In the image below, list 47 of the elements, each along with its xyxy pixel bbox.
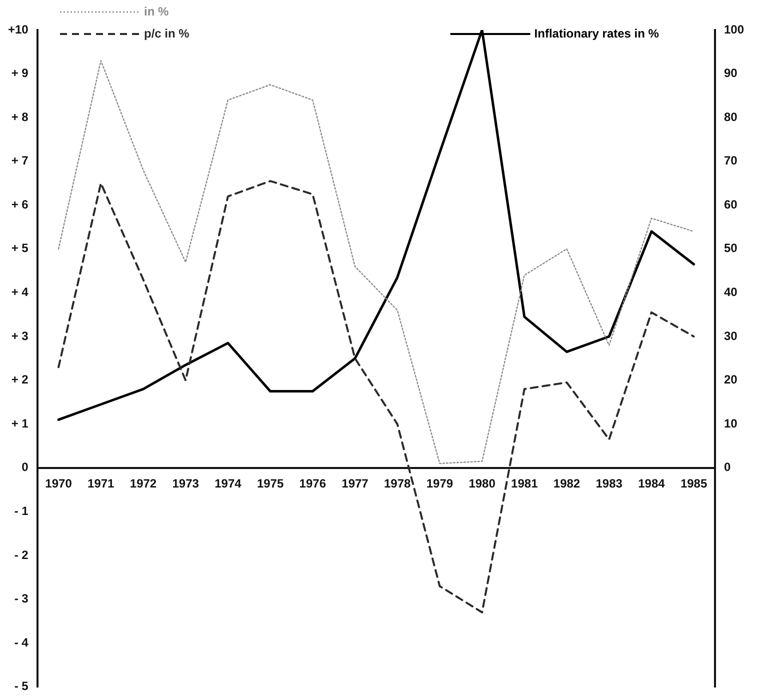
x-tick-label: 1970 bbox=[45, 476, 72, 490]
y-tick-label: + 8 bbox=[11, 110, 29, 124]
y2-tick-label: 50 bbox=[724, 241, 738, 256]
x-tick-label: 1981 bbox=[511, 476, 538, 490]
x-tick-label: 1982 bbox=[553, 476, 580, 490]
y-tick-label: - 1 bbox=[14, 504, 29, 518]
y-tick-label: + 4 bbox=[11, 285, 29, 300]
x-tick-label: 1984 bbox=[638, 476, 666, 490]
text: p/c in % bbox=[144, 26, 190, 40]
y-tick-label: - 4 bbox=[14, 635, 29, 650]
y2-tick-label: 40 bbox=[724, 285, 738, 300]
y2-tick-label: 10 bbox=[724, 416, 738, 430]
y-tick-label: + 1 bbox=[11, 416, 29, 430]
y2-tick-label: 30 bbox=[724, 328, 738, 343]
x-tick-label: 1985 bbox=[680, 476, 708, 490]
y-tick-label: + 5 bbox=[11, 241, 29, 256]
y-tick-label: + 2 bbox=[11, 372, 29, 387]
x-tick-label: 1983 bbox=[596, 476, 623, 490]
line-series bbox=[58, 60, 694, 464]
y2-tick-label: 20 bbox=[724, 372, 738, 387]
y2-tick-label: 0 bbox=[724, 460, 731, 474]
x-tick-label: 1973 bbox=[172, 476, 200, 490]
y-tick-label: - 5 bbox=[14, 679, 29, 694]
y2-tick-label: 100 bbox=[724, 22, 744, 36]
y-tick-label: +10 bbox=[8, 22, 29, 36]
x-tick-label: 1974 bbox=[214, 476, 242, 490]
y2-tick-label: 90 bbox=[724, 66, 738, 80]
y-tick-label: + 3 bbox=[11, 328, 29, 343]
x-tick-label: 1977 bbox=[342, 476, 369, 490]
text: in % bbox=[144, 4, 169, 18]
x-tick-label: 1971 bbox=[88, 476, 115, 490]
x-tick-label: 1978 bbox=[384, 476, 412, 490]
y-tick-label: + 9 bbox=[11, 66, 29, 80]
x-tick-label: 1976 bbox=[299, 476, 326, 490]
y-tick-label: - 3 bbox=[14, 592, 29, 606]
y-tick-label: + 6 bbox=[11, 197, 29, 212]
x-tick-label: 1972 bbox=[130, 476, 157, 490]
x-tick-label: 1979 bbox=[426, 476, 454, 490]
x-tick-label: 1980 bbox=[468, 476, 496, 490]
y-tick-label: - 2 bbox=[14, 548, 29, 562]
y2-tick-label: 80 bbox=[724, 110, 738, 124]
y-tick-label: 0 bbox=[22, 460, 29, 474]
y2-tick-label: 70 bbox=[724, 154, 738, 168]
y2-tick-label: 60 bbox=[724, 197, 738, 212]
x-tick-label: 1975 bbox=[256, 476, 284, 490]
text: Inflationary rates in % bbox=[534, 26, 660, 40]
y-tick-label: + 7 bbox=[11, 154, 29, 168]
